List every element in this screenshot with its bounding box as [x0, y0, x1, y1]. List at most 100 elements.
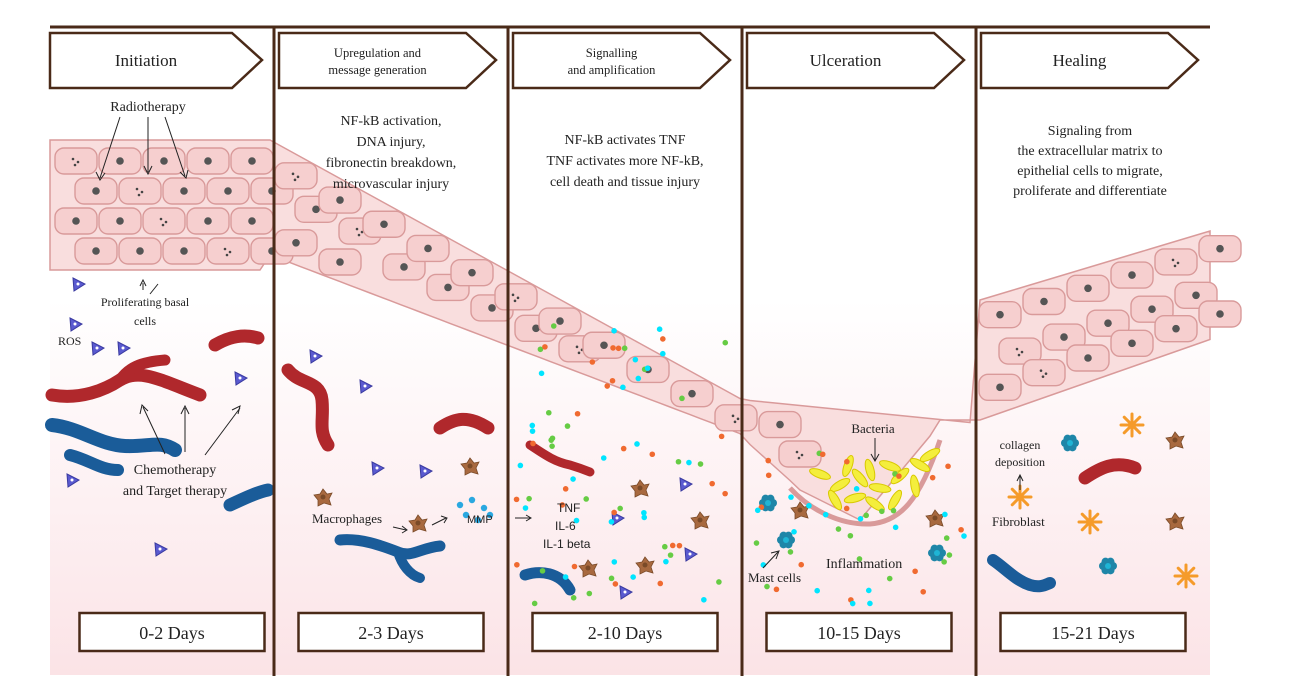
- cytokine-dot: [722, 490, 728, 497]
- epithelial-cell-icon: [1086, 309, 1130, 337]
- blood-vessel-icon: [525, 440, 595, 477]
- stage-headers: Initiation Upregulation and message genera…: [48, 31, 1200, 90]
- day-boxes: 0-2 Days 2-3 Days 2-10 Days 10-15 Days 15-21…: [78, 611, 1187, 653]
- cytokine-dot: [764, 583, 770, 590]
- cytokine-dot: [656, 326, 663, 332]
- days-label-initiation: 0-2 Days: [139, 623, 205, 643]
- header-arrow-shape: [511, 31, 732, 90]
- ros-triangle-icon: [234, 371, 249, 386]
- cytokine-dot: [608, 575, 615, 582]
- blood-vessel-icon: [393, 547, 425, 583]
- collagen-label-2: deposition: [995, 455, 1045, 469]
- cytokine-dot: [526, 495, 532, 502]
- cytokine-dot: [514, 561, 520, 568]
- cytokine-dot: [806, 502, 812, 509]
- cytokine-dot: [849, 600, 856, 607]
- cytokine-dot: [716, 579, 722, 585]
- macrophage-icon: [925, 509, 945, 528]
- mmp-dot: [486, 511, 494, 519]
- cytokine-dot: [630, 574, 636, 580]
- blood-vessel-icon: [987, 554, 1056, 593]
- cytokine-dot: [890, 507, 897, 514]
- epithelial-cell-icon: [538, 307, 582, 335]
- bacteria-icon: [910, 474, 920, 498]
- epithelial-cell-icon: [206, 237, 250, 265]
- epithelial-cell-icon: [450, 258, 494, 287]
- mmp-dot: [480, 504, 488, 512]
- cytokine-dot: [562, 574, 569, 580]
- cytokine-dot: [662, 543, 668, 550]
- cytokine-dot: [660, 350, 666, 357]
- cytokine-dot: [765, 472, 772, 479]
- cytokine-dot: [562, 486, 569, 492]
- cytokine-dot: [667, 552, 674, 558]
- cytokine-dot: [539, 568, 546, 574]
- macrophage-icon: [1165, 512, 1185, 531]
- cytokine-dot: [611, 328, 617, 334]
- cytokine-dot: [550, 323, 557, 329]
- proliferating-basal-label-2: cells: [134, 314, 156, 328]
- cytokine-dot: [722, 339, 729, 346]
- days-box-signalling: 2-10 Days: [531, 611, 719, 653]
- epithelial-cell-icon: [1198, 234, 1242, 263]
- header-title-initiation: Initiation: [115, 51, 178, 70]
- header-arrow-shape: [48, 31, 264, 90]
- mast-cell-icon: [1061, 434, 1079, 452]
- fibroblast-icon: [1119, 412, 1145, 438]
- epithelial-cell-icon: [1110, 329, 1154, 358]
- blood-vessel-icon: [433, 412, 495, 435]
- blood-vessel-icon: [114, 354, 171, 386]
- cytokine-dot: [886, 575, 893, 582]
- epithelial-cell-icon: [98, 147, 142, 175]
- blood-vessel-icon: [1078, 458, 1142, 485]
- cytokine-dot: [545, 409, 552, 416]
- macrophage-icon: [460, 457, 480, 476]
- upregulation-desc-3: fibronectin breakdown,: [326, 156, 457, 171]
- header-title-signalling: Signalling and amplification: [568, 46, 657, 77]
- cytokine-il1b-label: IL-1 beta: [543, 537, 591, 551]
- epithelial-cell-icon: [1154, 248, 1198, 276]
- cytokine-dot: [538, 370, 545, 377]
- healing-desc-1: Signaling from: [1048, 124, 1132, 139]
- cytokine-dot: [570, 476, 576, 482]
- cytokine-dot: [844, 458, 850, 465]
- cytokine-dot: [617, 505, 623, 512]
- ros-triangle-icon: [69, 317, 84, 332]
- epithelial-cell-icon: [186, 207, 230, 235]
- epithelial-cell-icon: [54, 207, 98, 235]
- cytokine-dot: [822, 511, 829, 518]
- cytokine-dot: [879, 508, 885, 515]
- days-box-upregulation: 2-3 Days: [297, 611, 485, 653]
- ros-triangle-icon: [684, 547, 699, 562]
- epithelium-layer: [49, 139, 1242, 527]
- mast-cell-icon: [777, 531, 795, 549]
- epithelial-cell-icon: [1042, 323, 1086, 351]
- proliferating-basal-label-1: Proliferating basal: [101, 295, 190, 309]
- epithelial-cell-icon: [74, 177, 118, 205]
- cytokine-dot: [773, 586, 780, 593]
- upregulation-desc-1: NF-kB activation,: [340, 114, 441, 129]
- cytokine-dot: [791, 528, 797, 535]
- epithelial-cell-icon: [162, 237, 206, 265]
- cytokine-dot: [945, 463, 951, 470]
- epithelial-cell-icon: [1022, 287, 1066, 316]
- cytokine-dot: [765, 457, 772, 464]
- mast-cell-icon: [1099, 557, 1117, 575]
- header-healing: Healing: [979, 31, 1200, 90]
- epithelial-cell-icon: [230, 207, 274, 235]
- bacteria-icon: [842, 455, 854, 477]
- upregulation-desc-4: microvascular injury: [333, 177, 449, 192]
- cytokine-dot: [609, 377, 616, 384]
- chemotherapy-label-1: Chemotherapy: [134, 463, 216, 478]
- epithelial-cell-icon: [274, 229, 318, 257]
- ros-triangle-icon: [117, 341, 132, 356]
- cytokine-dot: [615, 345, 622, 352]
- upregulation-desc-2: DNA injury,: [356, 135, 425, 150]
- cytokine-dot: [571, 563, 578, 570]
- cytokine-dot: [920, 588, 927, 595]
- ros-triangle-icon: [309, 349, 324, 364]
- blood-vessel-icon: [519, 567, 576, 596]
- header-upregulation: Upregulation and message generation: [277, 31, 498, 90]
- cytokine-dot: [657, 580, 664, 587]
- epithelial-cell-icon: [142, 147, 186, 175]
